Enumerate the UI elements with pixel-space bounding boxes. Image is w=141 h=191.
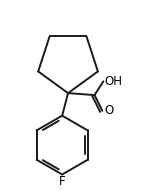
Text: O: O xyxy=(104,104,114,117)
Text: OH: OH xyxy=(104,75,122,88)
Text: F: F xyxy=(59,176,65,189)
